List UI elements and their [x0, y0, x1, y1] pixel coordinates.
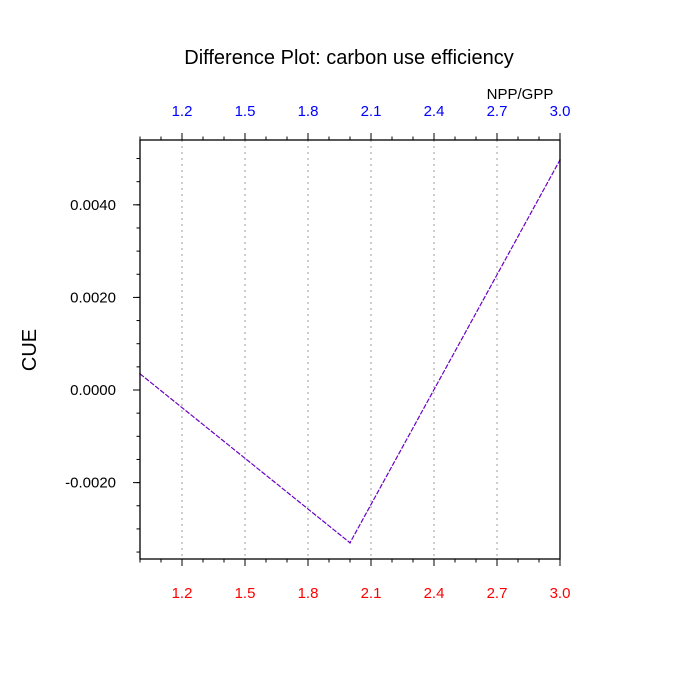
plot-frame	[139, 139, 561, 560]
x-tick-label-bottom: 3.0	[550, 585, 571, 602]
x-tick-label-top: 1.5	[235, 103, 256, 120]
x-tick-label-bottom: 1.5	[235, 585, 256, 602]
x-tick-label-bottom: 2.4	[424, 585, 445, 602]
x-tick-label-top: 2.4	[424, 103, 445, 120]
x-tick-label-bottom: 1.2	[172, 585, 193, 602]
x-tick-label-bottom: 2.7	[487, 585, 508, 602]
tick-marks	[133, 133, 561, 566]
tick-labels: 1.2 1.2 1.5 1.5 1.8 1.8 2.1 2.1 2.4 2.4 2.7 2.7 3.0 3…	[65, 103, 570, 602]
y-tick-label: 0.0020	[70, 289, 116, 306]
x-tick-label-top: 2.1	[361, 103, 382, 120]
x-tick-label-bottom: 2.1	[361, 585, 382, 602]
x-tick-label-bottom: 1.8	[298, 585, 319, 602]
x-tick-label-top: 1.8	[298, 103, 319, 120]
y-tick-label: 0.0040	[70, 197, 116, 214]
y-tick-label: -0.0020	[65, 475, 116, 492]
y-tick-label: 0.0000	[70, 382, 116, 399]
x-tick-label-top: 3.0	[550, 103, 571, 120]
top-axis-label: NPP/GPP	[487, 86, 554, 103]
data-point	[349, 541, 351, 544]
y-axis-label: CUE	[19, 329, 41, 371]
chart-title: Difference Plot: carbon use efficiency	[184, 47, 513, 69]
x-tick-label-top: 2.7	[487, 103, 508, 120]
x-tick-label-top: 1.2	[172, 103, 193, 120]
grid-lines	[181, 140, 498, 559]
